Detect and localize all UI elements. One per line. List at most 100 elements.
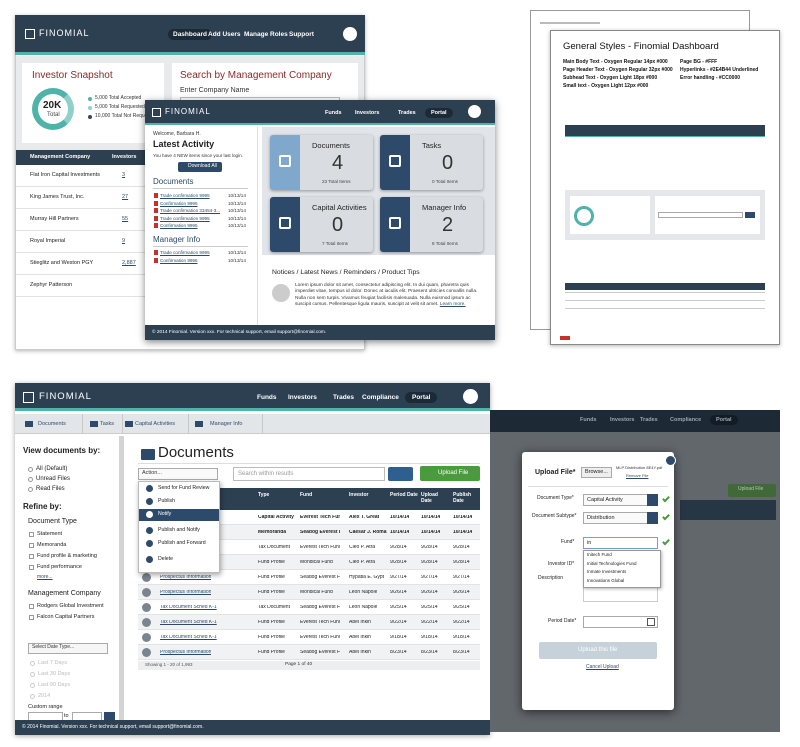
- cell: 10/14/14: [421, 515, 441, 520]
- field-label: Document Subtype*: [532, 513, 577, 519]
- sub-nav-item[interactable]: Manager Info: [210, 421, 243, 427]
- nav-item: Investors: [610, 417, 635, 423]
- sub-nav-item[interactable]: Documents: [38, 421, 66, 427]
- document-link[interactable]: Tax Document Sched K-1: [160, 635, 217, 640]
- nav-item[interactable]: Manage Roles: [244, 31, 288, 38]
- action-select[interactable]: [138, 468, 218, 480]
- doc-link[interactable]: Confirmation 9995: [160, 200, 198, 206]
- checkbox[interactable]: [29, 543, 34, 548]
- menu-item[interactable]: Delete: [158, 556, 173, 562]
- nav-item[interactable]: Trades: [398, 110, 416, 116]
- folder-icon: [141, 449, 155, 460]
- upload-button[interactable]: [420, 466, 480, 481]
- checkbox[interactable]: [29, 554, 34, 559]
- fund-option[interactable]: Innovations Global: [587, 577, 625, 583]
- row-divider: [16, 274, 146, 275]
- document-link[interactable]: Tax Document Sched K-1: [160, 605, 217, 610]
- cancel-link[interactable]: Cancel Upload: [586, 664, 619, 670]
- download-button[interactable]: [178, 162, 222, 172]
- remove-link[interactable]: Remove File: [626, 473, 649, 478]
- fund-option[interactable]: Inmate Investments: [587, 569, 627, 574]
- doc-link[interactable]: Trade confirmation 33454-3...: [160, 208, 221, 213]
- cell: 9/22/14: [390, 620, 407, 625]
- view-option: Read Files: [36, 486, 65, 492]
- learn-more-link[interactable]: Learn more.: [439, 302, 466, 308]
- investor-count[interactable]: 9: [122, 238, 126, 244]
- checkbox[interactable]: [29, 532, 34, 537]
- checkbox[interactable]: [29, 565, 34, 570]
- document-link[interactable]: Tax Document Sched K-1: [160, 620, 217, 625]
- company-name: Murray Hill Partners: [30, 216, 79, 222]
- field-label: Document Type*: [537, 495, 574, 501]
- close-button[interactable]: [665, 455, 676, 466]
- radio[interactable]: [28, 487, 33, 492]
- nav-item[interactable]: Investors: [355, 110, 380, 116]
- doc-link[interactable]: Confirmation 9995: [160, 257, 198, 263]
- date-option: Last 90 Days: [38, 682, 71, 688]
- select-arrow: [647, 494, 658, 506]
- table-row: [138, 555, 480, 570]
- nav-item[interactable]: Trades: [333, 394, 354, 401]
- column-header: Type: [258, 492, 270, 498]
- cell: 9/28/14: [421, 545, 438, 550]
- investor-count[interactable]: 3: [122, 172, 126, 178]
- submit-button[interactable]: [539, 642, 657, 659]
- nav-item[interactable]: Portal: [425, 108, 453, 119]
- fund-option[interactable]: Initech Fund: [587, 552, 612, 557]
- investor-count[interactable]: 55: [122, 216, 129, 222]
- period-input[interactable]: [583, 616, 658, 628]
- fund-option[interactable]: Initial Technologies Fund: [587, 560, 637, 566]
- menu-item[interactable]: Publish and Forward: [158, 540, 206, 546]
- tile-icon: [389, 217, 401, 229]
- menu-item[interactable]: Send for Fund Review: [158, 485, 210, 491]
- nav-item[interactable]: Compliance: [362, 394, 399, 401]
- legend-dot: [88, 97, 92, 101]
- sub-nav-divider: [82, 414, 83, 434]
- doc-link[interactable]: Trade confirmation 9995: [160, 193, 210, 198]
- document-link[interactable]: Prospectus Information: [160, 575, 212, 580]
- search-button[interactable]: [388, 467, 413, 481]
- field-label: Fund*: [561, 539, 575, 545]
- file-icon: [154, 200, 158, 206]
- tile-icon: [389, 155, 401, 167]
- document-link[interactable]: Prospectus Information: [160, 590, 212, 595]
- doc-link[interactable]: Confirmation 9995: [160, 223, 198, 228]
- nav-item[interactable]: Funds: [257, 394, 277, 401]
- search-input[interactable]: [233, 467, 385, 481]
- menu-item[interactable]: Notify: [158, 511, 172, 517]
- menu-item[interactable]: Publish and Notify: [158, 527, 200, 533]
- browse-button[interactable]: [581, 467, 612, 478]
- investor-count[interactable]: 2,887: [122, 260, 136, 266]
- search-label: Enter Company Name: [180, 87, 250, 94]
- radio[interactable]: [28, 467, 33, 472]
- doc-link[interactable]: Trade confirmation 9995: [160, 250, 210, 255]
- table-row: [138, 630, 480, 645]
- more-link[interactable]: more...: [37, 574, 53, 580]
- nav-item[interactable]: Portal: [405, 392, 438, 404]
- cell: Mondical Fund: [300, 590, 333, 595]
- menu-item[interactable]: Publish: [158, 498, 176, 504]
- sub-nav-item[interactable]: Capital Activities: [135, 421, 176, 427]
- menu-icon: [146, 556, 153, 563]
- nav-item[interactable]: Add Users: [208, 31, 241, 38]
- nav-item[interactable]: Support: [289, 31, 314, 38]
- doc-link[interactable]: Trade confirmation 9995: [160, 215, 210, 221]
- tile-icon: [279, 155, 291, 167]
- investor-count[interactable]: 27: [122, 194, 129, 200]
- menu-icon: [146, 498, 153, 505]
- checkbox[interactable]: [29, 615, 34, 620]
- nav-item: Trades: [640, 417, 658, 423]
- date-select[interactable]: [28, 643, 108, 654]
- go-button[interactable]: [104, 712, 115, 721]
- checkbox[interactable]: [29, 604, 34, 609]
- sub-nav-item[interactable]: Tasks: [100, 421, 115, 427]
- nav-item[interactable]: Investors: [288, 394, 317, 401]
- document-link[interactable]: Prospectus Information: [160, 650, 212, 655]
- radio: [30, 672, 35, 677]
- fund-input[interactable]: [583, 537, 658, 549]
- cell: 9/28/14: [390, 560, 407, 565]
- nav-item[interactable]: Funds: [325, 110, 342, 116]
- radio[interactable]: [28, 477, 33, 482]
- sub-nav-icon: [25, 421, 33, 427]
- nav-item[interactable]: Dashboard: [168, 29, 212, 41]
